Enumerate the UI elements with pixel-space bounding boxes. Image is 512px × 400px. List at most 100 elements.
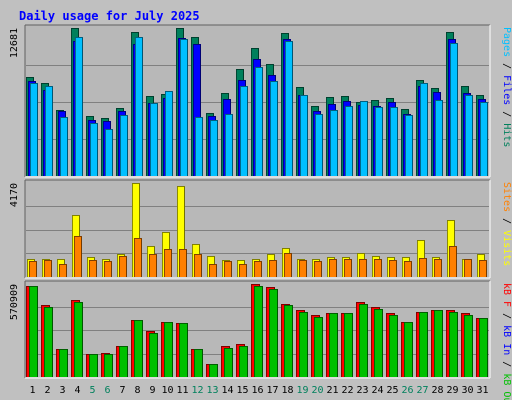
bar-sites-day-10	[164, 249, 172, 277]
bar-sites-day-18-fill	[284, 253, 292, 277]
bar-pages-day-13	[210, 120, 218, 176]
bar-pages-day-25-fill	[390, 107, 398, 176]
bar-sites-day-8-fill	[134, 238, 142, 277]
side-label-bottom-part-0: kB F	[501, 283, 512, 307]
x-tick-label-day-17: 17	[266, 385, 278, 396]
bar-sites-day-19-fill	[299, 260, 307, 277]
bar-sites-day-29-fill	[449, 246, 457, 277]
side-label-top-part-1: /	[501, 57, 512, 75]
x-axis-day-labels: 1 2 3 4 5 6 7 8 9 10 11 12 13 14 15 16 17 18 19 20 21 22 23 24 2…	[29, 385, 488, 396]
x-tick-label-day-26: 26	[401, 385, 413, 396]
bar-kb-out-day-16-fill	[254, 286, 263, 377]
bar-kb-out-day-14	[224, 348, 233, 377]
bar-pages-day-23	[360, 101, 368, 176]
bar-sites-day-29	[449, 246, 457, 277]
x-tick-label-day-5: 5	[89, 385, 95, 396]
bar-sites-day-7	[119, 256, 127, 277]
bar-kb-out-day-20-fill	[314, 317, 323, 377]
bar-pages-day-3	[60, 117, 68, 176]
side-label-bottom-part-4: kB Out	[501, 373, 512, 400]
bar-pages-day-28-fill	[435, 100, 443, 176]
bar-sites-day-20	[314, 261, 322, 277]
bar-sites-day-24-fill	[374, 259, 382, 277]
bar-pages-day-17	[270, 81, 278, 176]
bar-pages-day-22	[345, 106, 353, 176]
bar-kb-out-day-7-fill	[119, 346, 128, 377]
bar-sites-day-3-fill	[59, 264, 67, 277]
bar-sites-day-18	[284, 253, 292, 277]
bar-pages-day-2	[45, 86, 53, 176]
bar-kb-out-day-20	[314, 317, 323, 377]
bar-sites-day-15	[239, 264, 247, 277]
x-tick-label-day-11: 11	[176, 385, 188, 396]
bar-sites-day-9-fill	[149, 254, 157, 277]
bar-kb-out-day-27-fill	[419, 312, 428, 377]
bar-sites-day-13	[209, 264, 217, 277]
bar-sites-day-24	[374, 259, 382, 277]
bar-sites-day-31-fill	[479, 260, 487, 277]
bar-sites-day-22	[344, 259, 352, 277]
bar-pages-day-17-fill	[270, 81, 278, 176]
bar-sites-day-17	[269, 260, 277, 277]
bar-pages-day-3-fill	[60, 117, 68, 176]
bar-sites-day-27	[419, 258, 427, 277]
bar-pages-day-11	[180, 39, 188, 176]
bar-pages-day-26-fill	[405, 115, 413, 176]
bar-pages-day-7-fill	[120, 115, 128, 176]
bar-sites-day-7-fill	[119, 256, 127, 277]
bar-sites-day-25	[389, 260, 397, 277]
x-tick-label-day-15: 15	[236, 385, 248, 396]
bar-sites-day-23-fill	[359, 259, 367, 277]
bar-kb-out-day-6-fill	[104, 354, 113, 377]
side-label-middle-part-0: Sites	[501, 182, 512, 212]
bar-sites-day-5	[89, 260, 97, 277]
bar-pages-day-16-fill	[255, 67, 263, 176]
bar-pages-day-30	[465, 95, 473, 176]
bar-sites-day-9	[149, 254, 157, 277]
bar-sites-day-28	[434, 259, 442, 277]
y-max-label-visits-sites: 4170	[9, 183, 20, 207]
bar-pages-day-18	[285, 41, 293, 176]
bar-pages-day-14-fill	[225, 114, 233, 176]
bar-pages-day-16	[255, 67, 263, 176]
x-tick-label-day-28: 28	[431, 385, 443, 396]
bar-sites-day-19	[299, 260, 307, 277]
bar-sites-day-30-fill	[464, 259, 472, 277]
side-label-middle-part-1: /	[501, 212, 512, 230]
side-label-top-part-3: /	[501, 105, 512, 123]
x-tick-label-day-23: 23	[356, 385, 368, 396]
side-label-middle-part-2: Visits	[501, 230, 512, 266]
bar-kb-out-day-24	[374, 309, 383, 377]
panel-hits-files-pages: 12681	[9, 24, 491, 178]
bar-kb-out-day-12-fill	[194, 349, 203, 377]
bar-kb-out-day-18	[284, 305, 293, 377]
bar-pages-day-29	[450, 43, 458, 176]
x-tick-label-day-19: 19	[296, 385, 308, 396]
bar-kb-out-day-10	[164, 322, 173, 377]
bar-kb-out-day-16	[254, 286, 263, 377]
bar-kb-out-day-29	[449, 312, 458, 377]
bar-files-day-12-fill	[193, 44, 201, 176]
bar-sites-day-31	[479, 260, 487, 277]
bar-kb-out-day-11	[179, 323, 188, 377]
bar-pages-day-12-fill	[195, 117, 203, 176]
bar-sites-day-14	[224, 261, 232, 277]
bar-sites-day-6-fill	[104, 261, 112, 277]
x-tick-label-day-6: 6	[104, 385, 110, 396]
bar-sites-day-4	[74, 236, 82, 277]
x-tick-label-day-20: 20	[311, 385, 323, 396]
bar-sites-day-16-fill	[254, 261, 262, 277]
x-tick-label-day-7: 7	[119, 385, 125, 396]
bar-sites-day-2-fill	[44, 260, 52, 277]
bar-kb-out-day-1-fill	[29, 286, 38, 377]
bar-kb-out-day-31-fill	[479, 318, 488, 377]
series-pages	[30, 37, 488, 176]
bar-pages-day-8	[135, 37, 143, 176]
bar-sites-day-8	[134, 238, 142, 277]
bar-kb-out-day-9-fill	[149, 333, 158, 377]
bar-pages-day-2-fill	[45, 86, 53, 176]
bar-kb-out-day-15-fill	[239, 346, 248, 377]
series-kb-out	[29, 286, 488, 377]
bar-kb-out-day-23	[359, 304, 368, 377]
chart-panels: 12681 4170 570909	[9, 24, 491, 379]
